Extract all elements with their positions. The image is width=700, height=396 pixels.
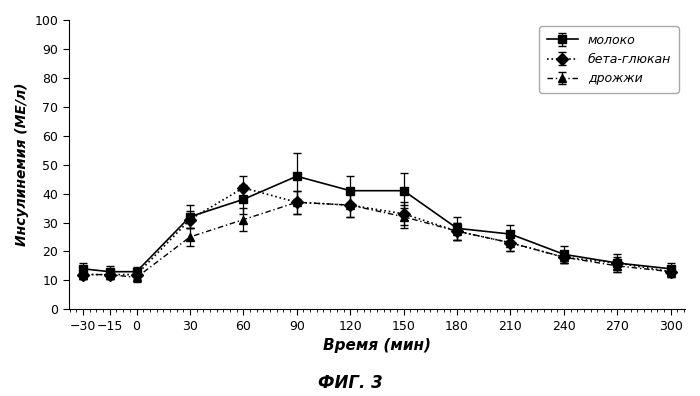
Y-axis label: Инсулинемия (МЕ/л): Инсулинемия (МЕ/л) (15, 83, 29, 246)
X-axis label: Время (мин): Время (мин) (323, 338, 431, 353)
Legend: молоко, бета-глюкан, дрожжи: молоко, бета-глюкан, дрожжи (539, 26, 679, 93)
Text: ФИГ. 3: ФИГ. 3 (318, 374, 382, 392)
